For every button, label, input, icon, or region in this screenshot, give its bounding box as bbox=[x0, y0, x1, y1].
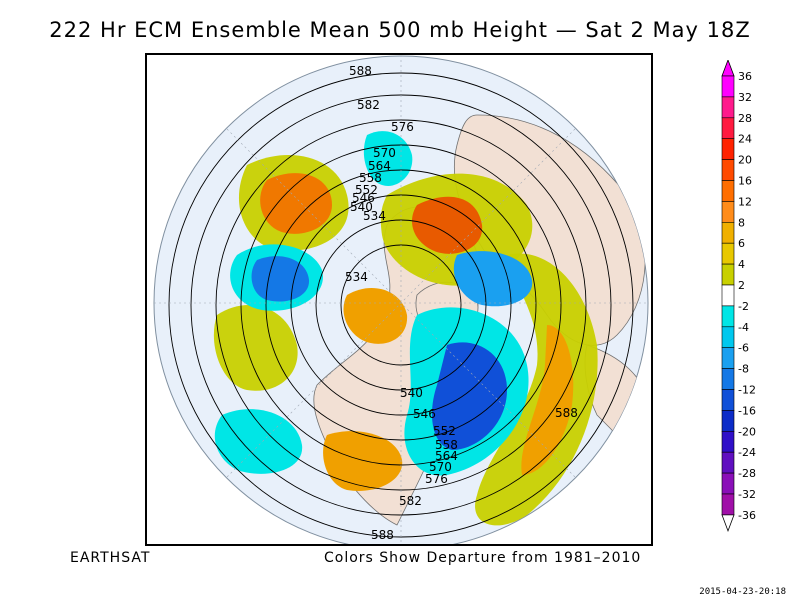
caption: Colors Show Departure from 1981–2010 bbox=[324, 550, 642, 566]
contour-label: 576 bbox=[391, 120, 414, 134]
legend-swatch bbox=[721, 451, 735, 474]
legend-label: -12 bbox=[738, 384, 756, 397]
source-label: EARTHSAT bbox=[70, 550, 151, 566]
legend-swatch bbox=[721, 117, 735, 139]
legend-labels: 36 32 28 24 20 16 12 8 6 4 2 -2 -4 -6 -8 -12 -16 -20 -24 -2… bbox=[738, 70, 756, 522]
contour-label: 534 bbox=[345, 270, 368, 284]
map-panel: 588 582 576 570 564 558 552 546 540 534 … bbox=[145, 53, 653, 546]
legend-swatch bbox=[721, 326, 735, 348]
legend-label: 4 bbox=[738, 258, 745, 271]
legend-label: 6 bbox=[738, 237, 745, 250]
anomaly-positive-hudson bbox=[343, 287, 408, 344]
legend-label: 28 bbox=[738, 112, 752, 125]
contour-label: 558 bbox=[435, 438, 458, 452]
anomaly-negative-pacific-south bbox=[214, 409, 303, 474]
legend-swatch bbox=[721, 138, 735, 160]
legend-swatch bbox=[721, 410, 735, 432]
contour-label: 546 bbox=[413, 407, 436, 421]
anomaly-negative-europe bbox=[453, 251, 533, 307]
contour-label: 552 bbox=[355, 183, 378, 197]
contour-label: 540 bbox=[400, 386, 423, 400]
legend-label: 24 bbox=[738, 133, 752, 146]
legend-label: 20 bbox=[738, 154, 752, 167]
polar-map: 588 582 576 570 564 558 552 546 540 534 … bbox=[153, 55, 649, 544]
anomaly-negative-east-us-core bbox=[432, 342, 507, 450]
contour-label: 546 bbox=[352, 191, 375, 205]
timestamp: 2015-04-23-20:18 bbox=[699, 587, 786, 597]
contour-label: 588 bbox=[371, 528, 394, 542]
contour-label: 540 bbox=[350, 200, 373, 214]
map-title: 222 Hr ECM Ensemble Mean 500 mb Height —… bbox=[49, 18, 751, 42]
legend-cap-bottom bbox=[721, 514, 735, 533]
anomaly-positive-atlantic-core bbox=[521, 325, 574, 475]
legend-bar: 36 32 28 24 20 16 12 8 6 4 2 -2 -4 -6 -8 -12 -16 -20 -24 -2… bbox=[721, 58, 756, 533]
anomaly-legend: 36 32 28 24 20 16 12 8 6 4 2 -2 -4 -6 -8 -12 -16 -20 -24 -2… bbox=[718, 58, 778, 544]
anomaly-negative-alaska-core bbox=[251, 256, 310, 302]
legend-swatch bbox=[721, 430, 735, 453]
contour-label: 534 bbox=[363, 209, 386, 223]
legend-swatch bbox=[721, 96, 735, 119]
legend-label: 36 bbox=[738, 70, 752, 83]
legend-label: -36 bbox=[738, 509, 756, 522]
legend-swatch bbox=[721, 368, 735, 390]
legend-label: -8 bbox=[738, 363, 749, 376]
legend-label: -20 bbox=[738, 425, 756, 438]
legend-label: -28 bbox=[738, 467, 756, 480]
legend-label: -24 bbox=[738, 446, 756, 459]
legend-label: 8 bbox=[738, 216, 745, 229]
legend-swatch bbox=[721, 347, 735, 369]
legend-swatch bbox=[721, 263, 735, 286]
legend-label: -4 bbox=[738, 321, 749, 334]
legend-label: 32 bbox=[738, 91, 752, 104]
contour-label: 582 bbox=[357, 98, 380, 112]
contour-label: 570 bbox=[373, 146, 396, 160]
legend-cap-top bbox=[721, 58, 735, 77]
legend-swatches bbox=[721, 58, 735, 533]
anomaly-positive-westcoast bbox=[213, 305, 298, 391]
contour-label: 582 bbox=[399, 494, 422, 508]
legend-swatch bbox=[721, 75, 735, 98]
legend-swatch bbox=[721, 305, 735, 328]
legend-label: 2 bbox=[738, 279, 745, 292]
legend-swatch bbox=[721, 472, 735, 495]
legend-swatch bbox=[721, 284, 735, 307]
contour-label: 588 bbox=[349, 64, 372, 78]
legend-swatch bbox=[721, 493, 735, 516]
legend-label: -2 bbox=[738, 300, 749, 313]
contour-label: 570 bbox=[429, 460, 452, 474]
contour-label: 552 bbox=[433, 424, 456, 438]
legend-swatch bbox=[721, 389, 735, 411]
legend-swatch bbox=[721, 222, 735, 244]
contour-label: 564 bbox=[368, 159, 391, 173]
legend-swatch bbox=[721, 201, 735, 223]
legend-swatch bbox=[721, 242, 735, 265]
anomaly-positive-pacific-core bbox=[260, 173, 332, 234]
graticule bbox=[154, 56, 648, 544]
contour-labels: 588 582 576 570 564 558 552 546 540 534 … bbox=[345, 64, 578, 542]
legend-label: -32 bbox=[738, 488, 756, 501]
legend-label: -16 bbox=[738, 404, 756, 417]
legend-label: 12 bbox=[738, 195, 752, 208]
contour-label: 564 bbox=[435, 449, 458, 463]
contour-label: 576 bbox=[425, 472, 448, 486]
legend-swatch bbox=[721, 159, 735, 181]
legend-label: 16 bbox=[738, 175, 752, 188]
anomaly-positive-usa bbox=[323, 431, 403, 491]
legend-swatch bbox=[721, 180, 735, 202]
contour-label: 588 bbox=[555, 406, 578, 420]
legend-label: -6 bbox=[738, 342, 749, 355]
contour-label: 558 bbox=[359, 171, 382, 185]
